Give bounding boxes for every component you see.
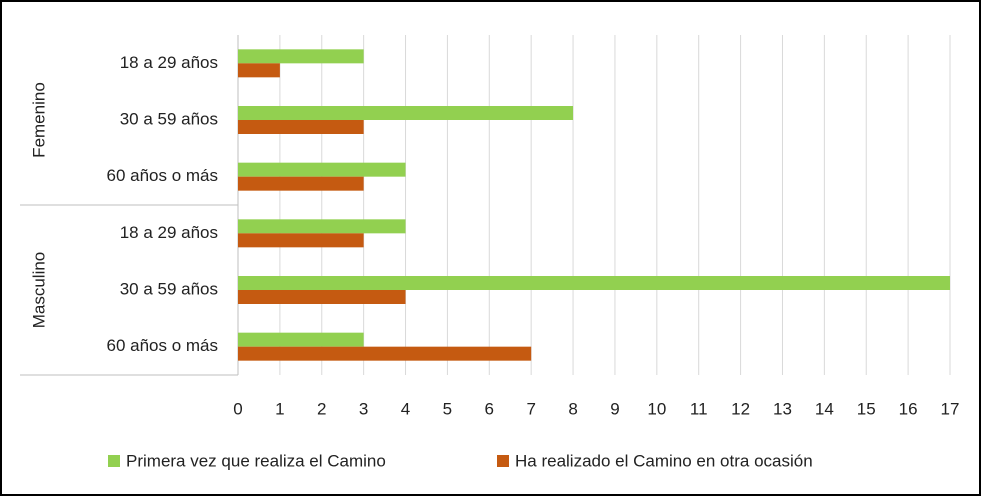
- x-tick-label: 11: [690, 399, 708, 418]
- x-tick-label: 6: [485, 399, 494, 418]
- bar: [238, 332, 364, 347]
- bar: [238, 49, 364, 64]
- bar: [238, 176, 364, 191]
- bar: [238, 290, 406, 304]
- x-tick-label: 4: [401, 399, 410, 418]
- bar: [238, 63, 280, 78]
- legend-label: Primera vez que realiza el Camino: [126, 451, 386, 470]
- legend-swatch: [108, 455, 120, 467]
- x-tick-label: 17: [941, 399, 960, 418]
- x-tick-label: 0: [233, 399, 242, 418]
- bar: [238, 106, 574, 120]
- y-tick-label: 60 años o más: [106, 166, 218, 185]
- x-tick-label: 8: [568, 399, 577, 418]
- y-tick-label: 18 a 29 años: [120, 53, 218, 72]
- bar: [238, 120, 364, 134]
- x-tick-label: 1: [275, 399, 284, 418]
- bar: [238, 162, 406, 177]
- x-tick-label: 15: [857, 399, 876, 418]
- legend-swatch: [497, 455, 509, 467]
- y-tick-label: 30 a 59 años: [120, 279, 218, 298]
- x-tick-label: 16: [899, 399, 918, 418]
- x-tick-label: 5: [443, 399, 452, 418]
- y-tick-label: 30 a 59 años: [120, 109, 218, 128]
- x-tick-label: 7: [526, 399, 535, 418]
- bar: [238, 276, 950, 290]
- x-tick-label: 10: [647, 399, 666, 418]
- x-tick-label: 14: [815, 399, 834, 418]
- bar: [238, 346, 532, 361]
- x-tick-label: 12: [731, 399, 750, 418]
- group-label: Masculino: [29, 252, 48, 329]
- bar: [238, 233, 364, 248]
- x-tick-label: 13: [773, 399, 792, 418]
- bar: [238, 219, 406, 234]
- x-tick-label: 2: [317, 399, 326, 418]
- x-tick-label: 9: [610, 399, 619, 418]
- y-tick-label: 60 años o más: [106, 336, 218, 355]
- legend-label: Ha realizado el Camino en otra ocasión: [515, 451, 813, 470]
- y-tick-label: 18 a 29 años: [120, 223, 218, 242]
- group-label: Femenino: [29, 82, 48, 158]
- x-tick-label: 3: [359, 399, 368, 418]
